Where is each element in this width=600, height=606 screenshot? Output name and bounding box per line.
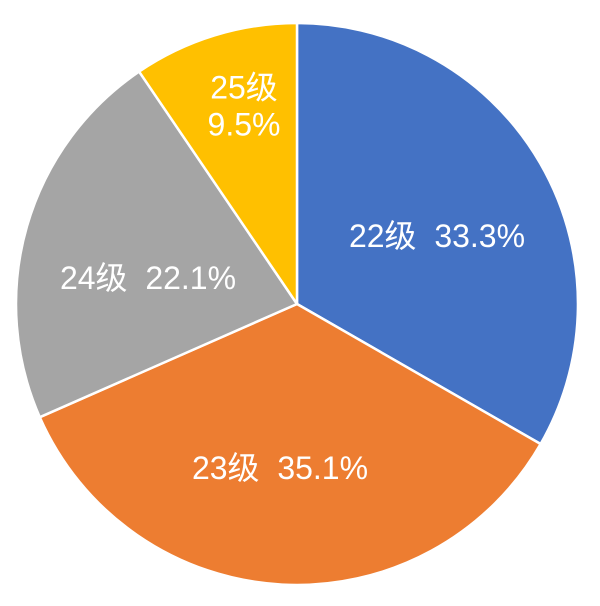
pie-slice-22级 bbox=[295, 21, 580, 446]
pie-slice-25级 bbox=[137, 21, 299, 306]
pie-slice-24级 bbox=[14, 70, 299, 419]
pie-slice-23级 bbox=[38, 302, 542, 587]
pie-label-22级: 22级 33.3% bbox=[349, 218, 525, 254]
pie-label-23级: 23级 35.1% bbox=[192, 450, 368, 486]
pie-label-25级: 25级 9.5% bbox=[208, 70, 281, 143]
pie-label-24级: 24级 22.1% bbox=[60, 260, 236, 296]
